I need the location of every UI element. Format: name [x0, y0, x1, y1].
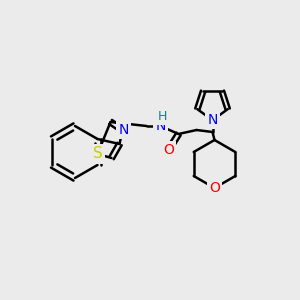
Text: N: N [118, 123, 129, 137]
Text: S: S [93, 146, 102, 161]
Text: O: O [209, 181, 220, 195]
Text: N: N [207, 113, 218, 127]
Text: O: O [163, 143, 174, 157]
Text: N: N [155, 119, 166, 133]
Text: H: H [158, 110, 167, 124]
